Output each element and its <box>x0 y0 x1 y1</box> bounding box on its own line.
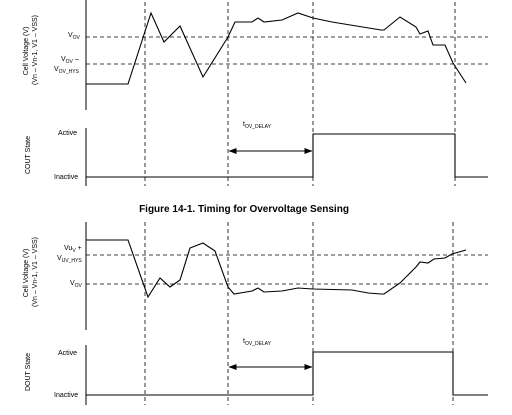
figure-1-level-label-3: VOV_HYS <box>54 66 80 75</box>
figure-2-level-label-3: VOV <box>70 280 83 289</box>
figure-2-state-inactive-label: Inactive <box>54 392 78 399</box>
figure-caption: Figure 14-1. Timing for Overvoltage Sens… <box>139 204 349 215</box>
figure-2-level-label-1: VuV + <box>64 245 82 254</box>
figure-2-state-waveform <box>86 351 488 396</box>
figure-2-voltage-waveform <box>86 239 467 299</box>
figure-1-delay-label: tOV_DELAY <box>243 121 272 130</box>
figure-2-voltage-axis-title: Cell Voltage (V) (Vn – Vn-1, V1 – VSS) <box>23 237 39 307</box>
figure-1: Cell Voltage (V) (Vn – Vn-1, V1 – VSS) C… <box>23 0 488 186</box>
figure-2-state-active-label: Active <box>58 350 77 357</box>
figure-1-voltage-waveform <box>86 11 467 85</box>
figure-2: Cell Voltage (V) (Vn – Vn-1, V1 – VSS) D… <box>23 222 488 405</box>
figure-2-delay-label: tOV_DELAY <box>243 338 272 347</box>
figure-1-state-inactive-label: Inactive <box>54 174 78 181</box>
figure-1-state-waveform <box>86 133 488 178</box>
figure-1-state-active-label: Active <box>58 130 77 137</box>
figure-1-level-label-2: VOV – <box>61 56 79 65</box>
figure-1-level-label-1: VOV <box>68 32 81 41</box>
figure-2-level-label-2: VUV_HYS <box>57 255 82 264</box>
figure-1-voltage-axis-title: Cell Voltage (V) (Vn – Vn-1, V1 – VSS) <box>23 15 39 85</box>
figure-1-state-axis-title: COUT State <box>25 136 32 174</box>
figure-2-state-axis-title: DOUT State <box>25 353 32 391</box>
